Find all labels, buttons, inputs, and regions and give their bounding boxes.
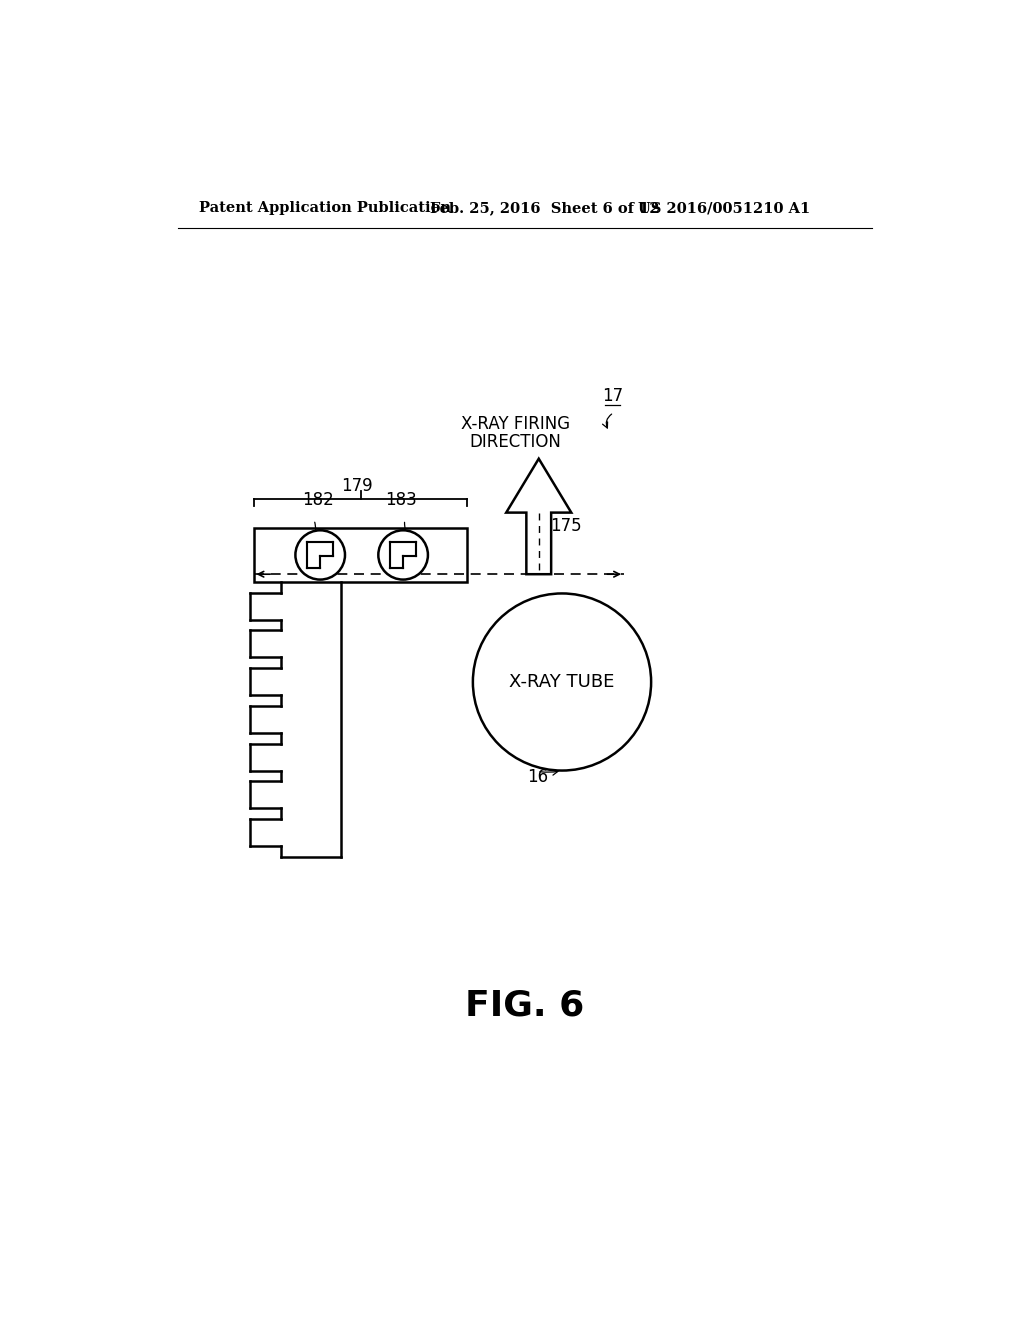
Text: 16: 16 xyxy=(526,768,548,787)
Text: US 2016/0051210 A1: US 2016/0051210 A1 xyxy=(638,202,810,215)
Text: 175: 175 xyxy=(550,517,582,536)
Text: 179: 179 xyxy=(341,477,373,495)
Text: Feb. 25, 2016  Sheet 6 of 12: Feb. 25, 2016 Sheet 6 of 12 xyxy=(430,202,659,215)
Circle shape xyxy=(295,531,345,579)
Text: FIG. 6: FIG. 6 xyxy=(465,989,585,1023)
Circle shape xyxy=(473,594,651,771)
Text: 182: 182 xyxy=(302,491,334,508)
Text: 183: 183 xyxy=(385,491,417,508)
Text: 17: 17 xyxy=(602,387,623,405)
Text: DIRECTION: DIRECTION xyxy=(470,433,561,450)
Text: X-RAY FIRING: X-RAY FIRING xyxy=(461,414,570,433)
Circle shape xyxy=(378,531,428,579)
Polygon shape xyxy=(506,459,571,574)
Text: Patent Application Publication: Patent Application Publication xyxy=(200,202,452,215)
Text: X-RAY TUBE: X-RAY TUBE xyxy=(509,673,614,690)
FancyBboxPatch shape xyxy=(254,528,467,582)
